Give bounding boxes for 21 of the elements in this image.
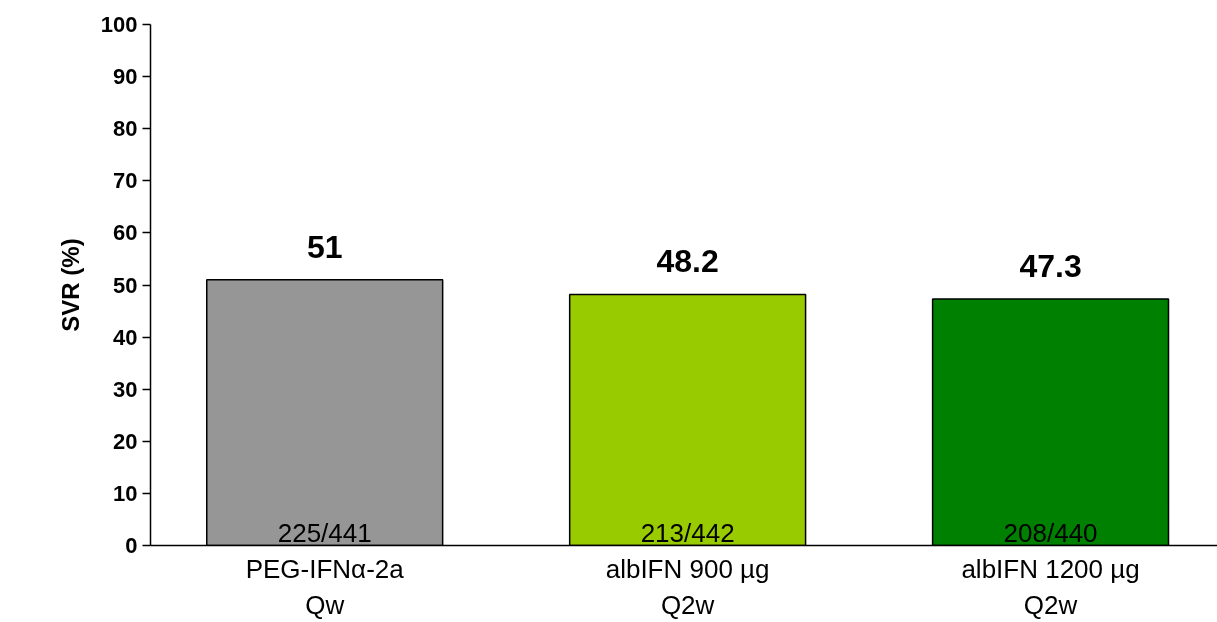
y-tick-label: 70 — [113, 168, 138, 194]
x-tick-label: albIFN 900 µg Q2w — [605, 553, 770, 620]
data-label: 51 — [306, 228, 343, 265]
data-label: 48.2 — [656, 243, 719, 280]
y-tick-label: 80 — [113, 116, 138, 142]
data-label: 47.3 — [1019, 248, 1082, 285]
annotation: 225/441 — [277, 517, 372, 548]
y-tick-label: 30 — [113, 376, 138, 402]
y-tick-label: 10 — [113, 480, 138, 506]
annotation: 208/440 — [1003, 517, 1098, 548]
y-tick-label: 20 — [113, 428, 138, 454]
x-tick-label: albIFN 1200 µg Q2w — [961, 553, 1140, 620]
annotation: 213/442 — [640, 517, 735, 548]
y-tick-label: 50 — [113, 272, 138, 298]
y-tick-label: 100 — [100, 12, 138, 37]
y-axis-title: SVR (%) — [56, 238, 84, 332]
y-tick-label: 60 — [113, 220, 138, 246]
y-tick-label: 90 — [113, 64, 138, 90]
y-tick-label: 40 — [113, 324, 138, 350]
y-tick-label: 0 — [125, 533, 138, 558]
x-tick-label: PEG-IFNα-2a Qw — [245, 553, 405, 620]
